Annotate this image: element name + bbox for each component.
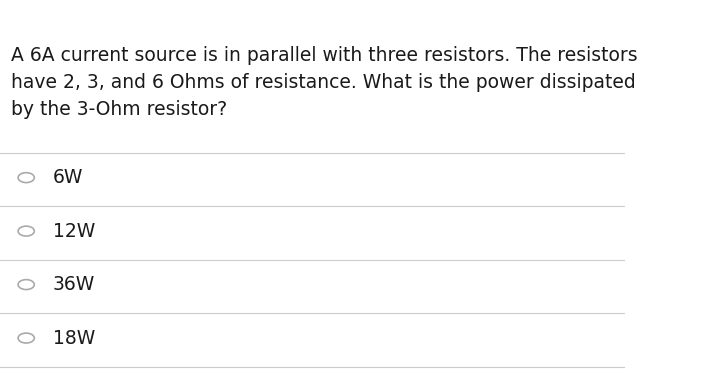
Text: 18W: 18W — [53, 329, 95, 348]
Text: A 6A current source is in parallel with three resistors. The resistors
have 2, 3: A 6A current source is in parallel with … — [11, 46, 638, 119]
Text: 36W: 36W — [53, 275, 95, 294]
Text: 12W: 12W — [53, 222, 95, 241]
Text: 6W: 6W — [53, 168, 83, 187]
